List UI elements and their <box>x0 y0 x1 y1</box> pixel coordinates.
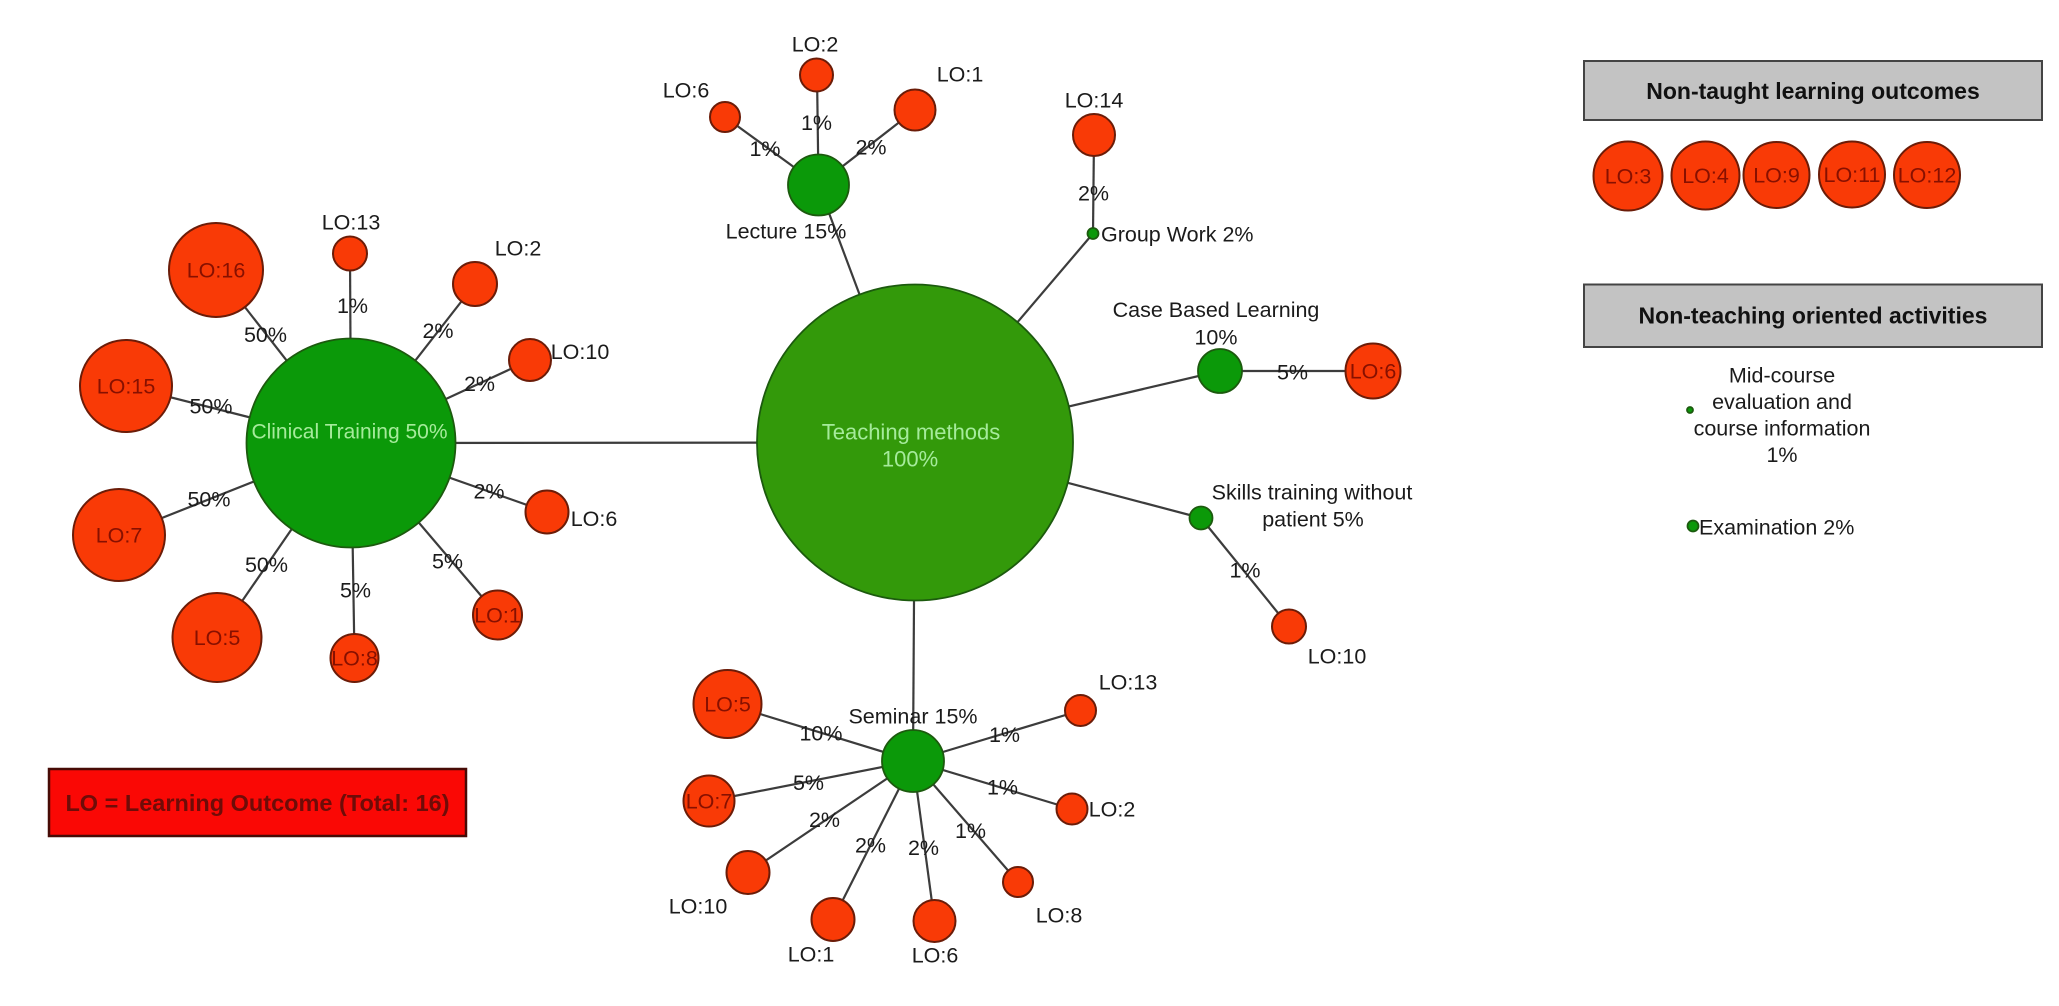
svg-text:2%: 2% <box>422 319 453 343</box>
svg-text:Teaching methods: Teaching methods <box>822 420 1001 445</box>
svg-text:1%: 1% <box>337 294 368 318</box>
svg-text:10%: 10% <box>1194 326 1237 350</box>
svg-text:Non-taught learning outcomes: Non-taught learning outcomes <box>1646 78 1980 104</box>
svg-text:LO:10: LO:10 <box>669 895 728 919</box>
svg-text:2%: 2% <box>908 836 939 860</box>
svg-text:LO:2: LO:2 <box>495 237 542 261</box>
svg-text:LO:1: LO:1 <box>474 604 521 628</box>
svg-text:LO:7: LO:7 <box>96 524 143 548</box>
svg-text:LO:1: LO:1 <box>788 943 835 967</box>
svg-text:LO:7: LO:7 <box>686 790 733 814</box>
svg-text:LO:15: LO:15 <box>97 375 156 399</box>
svg-text:LO:5: LO:5 <box>194 626 241 650</box>
svg-text:2%: 2% <box>855 136 886 160</box>
svg-text:10%: 10% <box>799 722 842 746</box>
svg-text:LO:11: LO:11 <box>1824 163 1881 187</box>
svg-text:LO:12: LO:12 <box>1898 164 1957 188</box>
svg-text:Non-teaching oriented activiti: Non-teaching oriented activities <box>1639 303 1988 329</box>
svg-text:2%: 2% <box>473 480 504 504</box>
svg-text:2%: 2% <box>855 834 886 858</box>
svg-text:LO:3: LO:3 <box>1605 165 1652 189</box>
svg-text:LO:14: LO:14 <box>1065 89 1124 113</box>
svg-text:Examination 2%: Examination 2% <box>1699 516 1854 540</box>
svg-text:LO:2: LO:2 <box>1089 798 1136 822</box>
svg-text:LO:10: LO:10 <box>1308 645 1367 669</box>
svg-text:LO:8: LO:8 <box>1036 904 1083 928</box>
svg-text:LO:5: LO:5 <box>704 693 751 717</box>
svg-text:Group Work 2%: Group Work 2% <box>1101 223 1254 247</box>
svg-text:LO:1: LO:1 <box>937 63 984 87</box>
svg-text:LO:6: LO:6 <box>1350 360 1397 384</box>
svg-text:1%: 1% <box>955 819 986 843</box>
svg-text:2%: 2% <box>809 808 840 832</box>
svg-text:Lecture 15%: Lecture 15% <box>726 220 847 244</box>
svg-text:course information: course information <box>1694 417 1871 441</box>
svg-text:1%: 1% <box>801 111 832 135</box>
svg-text:Clinical Training 50%: Clinical Training 50% <box>251 420 447 443</box>
svg-text:1%: 1% <box>749 137 780 161</box>
svg-text:1%: 1% <box>989 723 1020 747</box>
svg-text:2%: 2% <box>464 372 495 396</box>
svg-text:Skills training without: Skills training without <box>1212 481 1413 505</box>
svg-text:LO = Learning Outcome (Total:: LO = Learning Outcome (Total: 16) <box>65 790 449 816</box>
svg-text:Case Based Learning: Case Based Learning <box>1113 298 1320 322</box>
svg-text:50%: 50% <box>187 488 230 512</box>
svg-text:50%: 50% <box>189 395 232 419</box>
svg-text:1%: 1% <box>1229 559 1260 583</box>
svg-text:1%: 1% <box>987 776 1018 800</box>
svg-text:LO:9: LO:9 <box>1753 164 1800 188</box>
svg-text:LO:13: LO:13 <box>322 211 381 235</box>
svg-text:5%: 5% <box>432 550 463 574</box>
svg-text:LO:16: LO:16 <box>187 259 246 283</box>
svg-text:2%: 2% <box>1078 182 1109 206</box>
svg-text:LO:6: LO:6 <box>912 944 959 968</box>
svg-text:LO:2: LO:2 <box>792 33 839 57</box>
svg-text:Mid-course: Mid-course <box>1729 364 1835 388</box>
svg-text:5%: 5% <box>793 771 824 795</box>
svg-text:100%: 100% <box>882 447 938 472</box>
svg-text:LO:6: LO:6 <box>571 507 618 531</box>
svg-text:LO:10: LO:10 <box>551 340 610 364</box>
svg-text:LO:6: LO:6 <box>663 79 710 103</box>
svg-text:50%: 50% <box>245 553 288 577</box>
svg-text:5%: 5% <box>1277 361 1308 385</box>
svg-text:50%: 50% <box>244 323 287 347</box>
svg-text:patient 5%: patient 5% <box>1262 508 1364 532</box>
svg-text:1%: 1% <box>1766 443 1797 467</box>
svg-text:LO:4: LO:4 <box>1682 164 1729 188</box>
svg-text:Seminar 15%: Seminar 15% <box>848 705 977 729</box>
svg-text:LO:13: LO:13 <box>1099 671 1158 695</box>
svg-text:LO:8: LO:8 <box>331 647 378 671</box>
svg-text:5%: 5% <box>340 579 371 603</box>
svg-text:evaluation and: evaluation and <box>1712 390 1852 414</box>
